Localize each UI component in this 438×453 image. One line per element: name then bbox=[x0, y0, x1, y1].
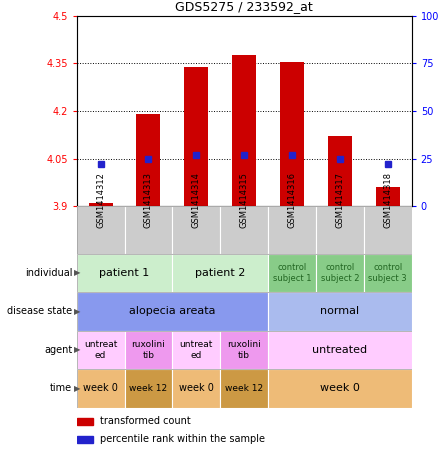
Text: control
subject 3: control subject 3 bbox=[368, 263, 407, 283]
Text: normal: normal bbox=[320, 306, 360, 317]
Bar bbox=[124, 331, 173, 369]
Bar bbox=[268, 369, 412, 408]
Text: week 0: week 0 bbox=[179, 383, 214, 394]
Text: disease state: disease state bbox=[7, 306, 72, 317]
Text: ▶: ▶ bbox=[74, 384, 81, 393]
Bar bbox=[364, 254, 412, 292]
Text: ruxolini
tib: ruxolini tib bbox=[227, 340, 261, 360]
Text: GSM1414317: GSM1414317 bbox=[336, 172, 344, 227]
Text: transformed count: transformed count bbox=[100, 416, 191, 426]
Bar bbox=[316, 254, 364, 292]
Bar bbox=[220, 369, 268, 408]
Text: GSM1414313: GSM1414313 bbox=[144, 172, 153, 227]
Bar bbox=[77, 331, 124, 369]
Bar bbox=[77, 254, 173, 292]
Bar bbox=[77, 418, 93, 425]
Bar bbox=[173, 206, 220, 254]
Bar bbox=[316, 206, 364, 254]
Bar bbox=[268, 331, 412, 369]
Text: GSM1414314: GSM1414314 bbox=[192, 172, 201, 227]
Bar bbox=[376, 187, 400, 206]
Bar bbox=[220, 331, 268, 369]
Text: control
subject 1: control subject 1 bbox=[273, 263, 311, 283]
Text: agent: agent bbox=[44, 345, 72, 355]
Bar bbox=[77, 369, 124, 408]
Text: ▶: ▶ bbox=[74, 269, 81, 277]
Text: week 0: week 0 bbox=[83, 383, 118, 394]
Text: untreat
ed: untreat ed bbox=[84, 340, 117, 360]
Bar bbox=[77, 436, 93, 443]
Bar bbox=[280, 62, 304, 206]
Text: week 12: week 12 bbox=[129, 384, 167, 393]
Text: individual: individual bbox=[25, 268, 72, 278]
Text: ▶: ▶ bbox=[74, 307, 81, 316]
Text: patient 2: patient 2 bbox=[195, 268, 245, 278]
Bar bbox=[268, 292, 412, 331]
Text: GSM1414316: GSM1414316 bbox=[288, 172, 297, 227]
Text: untreated: untreated bbox=[312, 345, 367, 355]
Bar bbox=[173, 369, 220, 408]
Bar bbox=[268, 206, 316, 254]
Title: GDS5275 / 233592_at: GDS5275 / 233592_at bbox=[175, 0, 313, 13]
Bar bbox=[137, 114, 160, 206]
Bar bbox=[232, 55, 256, 206]
Bar bbox=[328, 136, 352, 206]
Text: week 12: week 12 bbox=[225, 384, 263, 393]
Text: untreat
ed: untreat ed bbox=[180, 340, 213, 360]
Bar bbox=[268, 254, 316, 292]
Bar bbox=[364, 206, 412, 254]
Bar bbox=[124, 206, 173, 254]
Bar bbox=[173, 331, 220, 369]
Text: GSM1414315: GSM1414315 bbox=[240, 172, 249, 227]
Bar bbox=[124, 369, 173, 408]
Text: ▶: ▶ bbox=[74, 346, 81, 354]
Text: control
subject 2: control subject 2 bbox=[321, 263, 359, 283]
Bar bbox=[220, 206, 268, 254]
Text: GSM1414318: GSM1414318 bbox=[383, 172, 392, 227]
Bar bbox=[77, 292, 268, 331]
Bar bbox=[77, 206, 124, 254]
Text: percentile rank within the sample: percentile rank within the sample bbox=[100, 434, 265, 444]
Bar bbox=[88, 203, 113, 206]
Text: week 0: week 0 bbox=[320, 383, 360, 394]
Bar bbox=[184, 67, 208, 206]
Text: alopecia areata: alopecia areata bbox=[129, 306, 215, 317]
Text: GSM1414312: GSM1414312 bbox=[96, 172, 105, 227]
Text: time: time bbox=[50, 383, 72, 394]
Text: ruxolini
tib: ruxolini tib bbox=[131, 340, 165, 360]
Bar bbox=[173, 254, 268, 292]
Text: patient 1: patient 1 bbox=[99, 268, 150, 278]
